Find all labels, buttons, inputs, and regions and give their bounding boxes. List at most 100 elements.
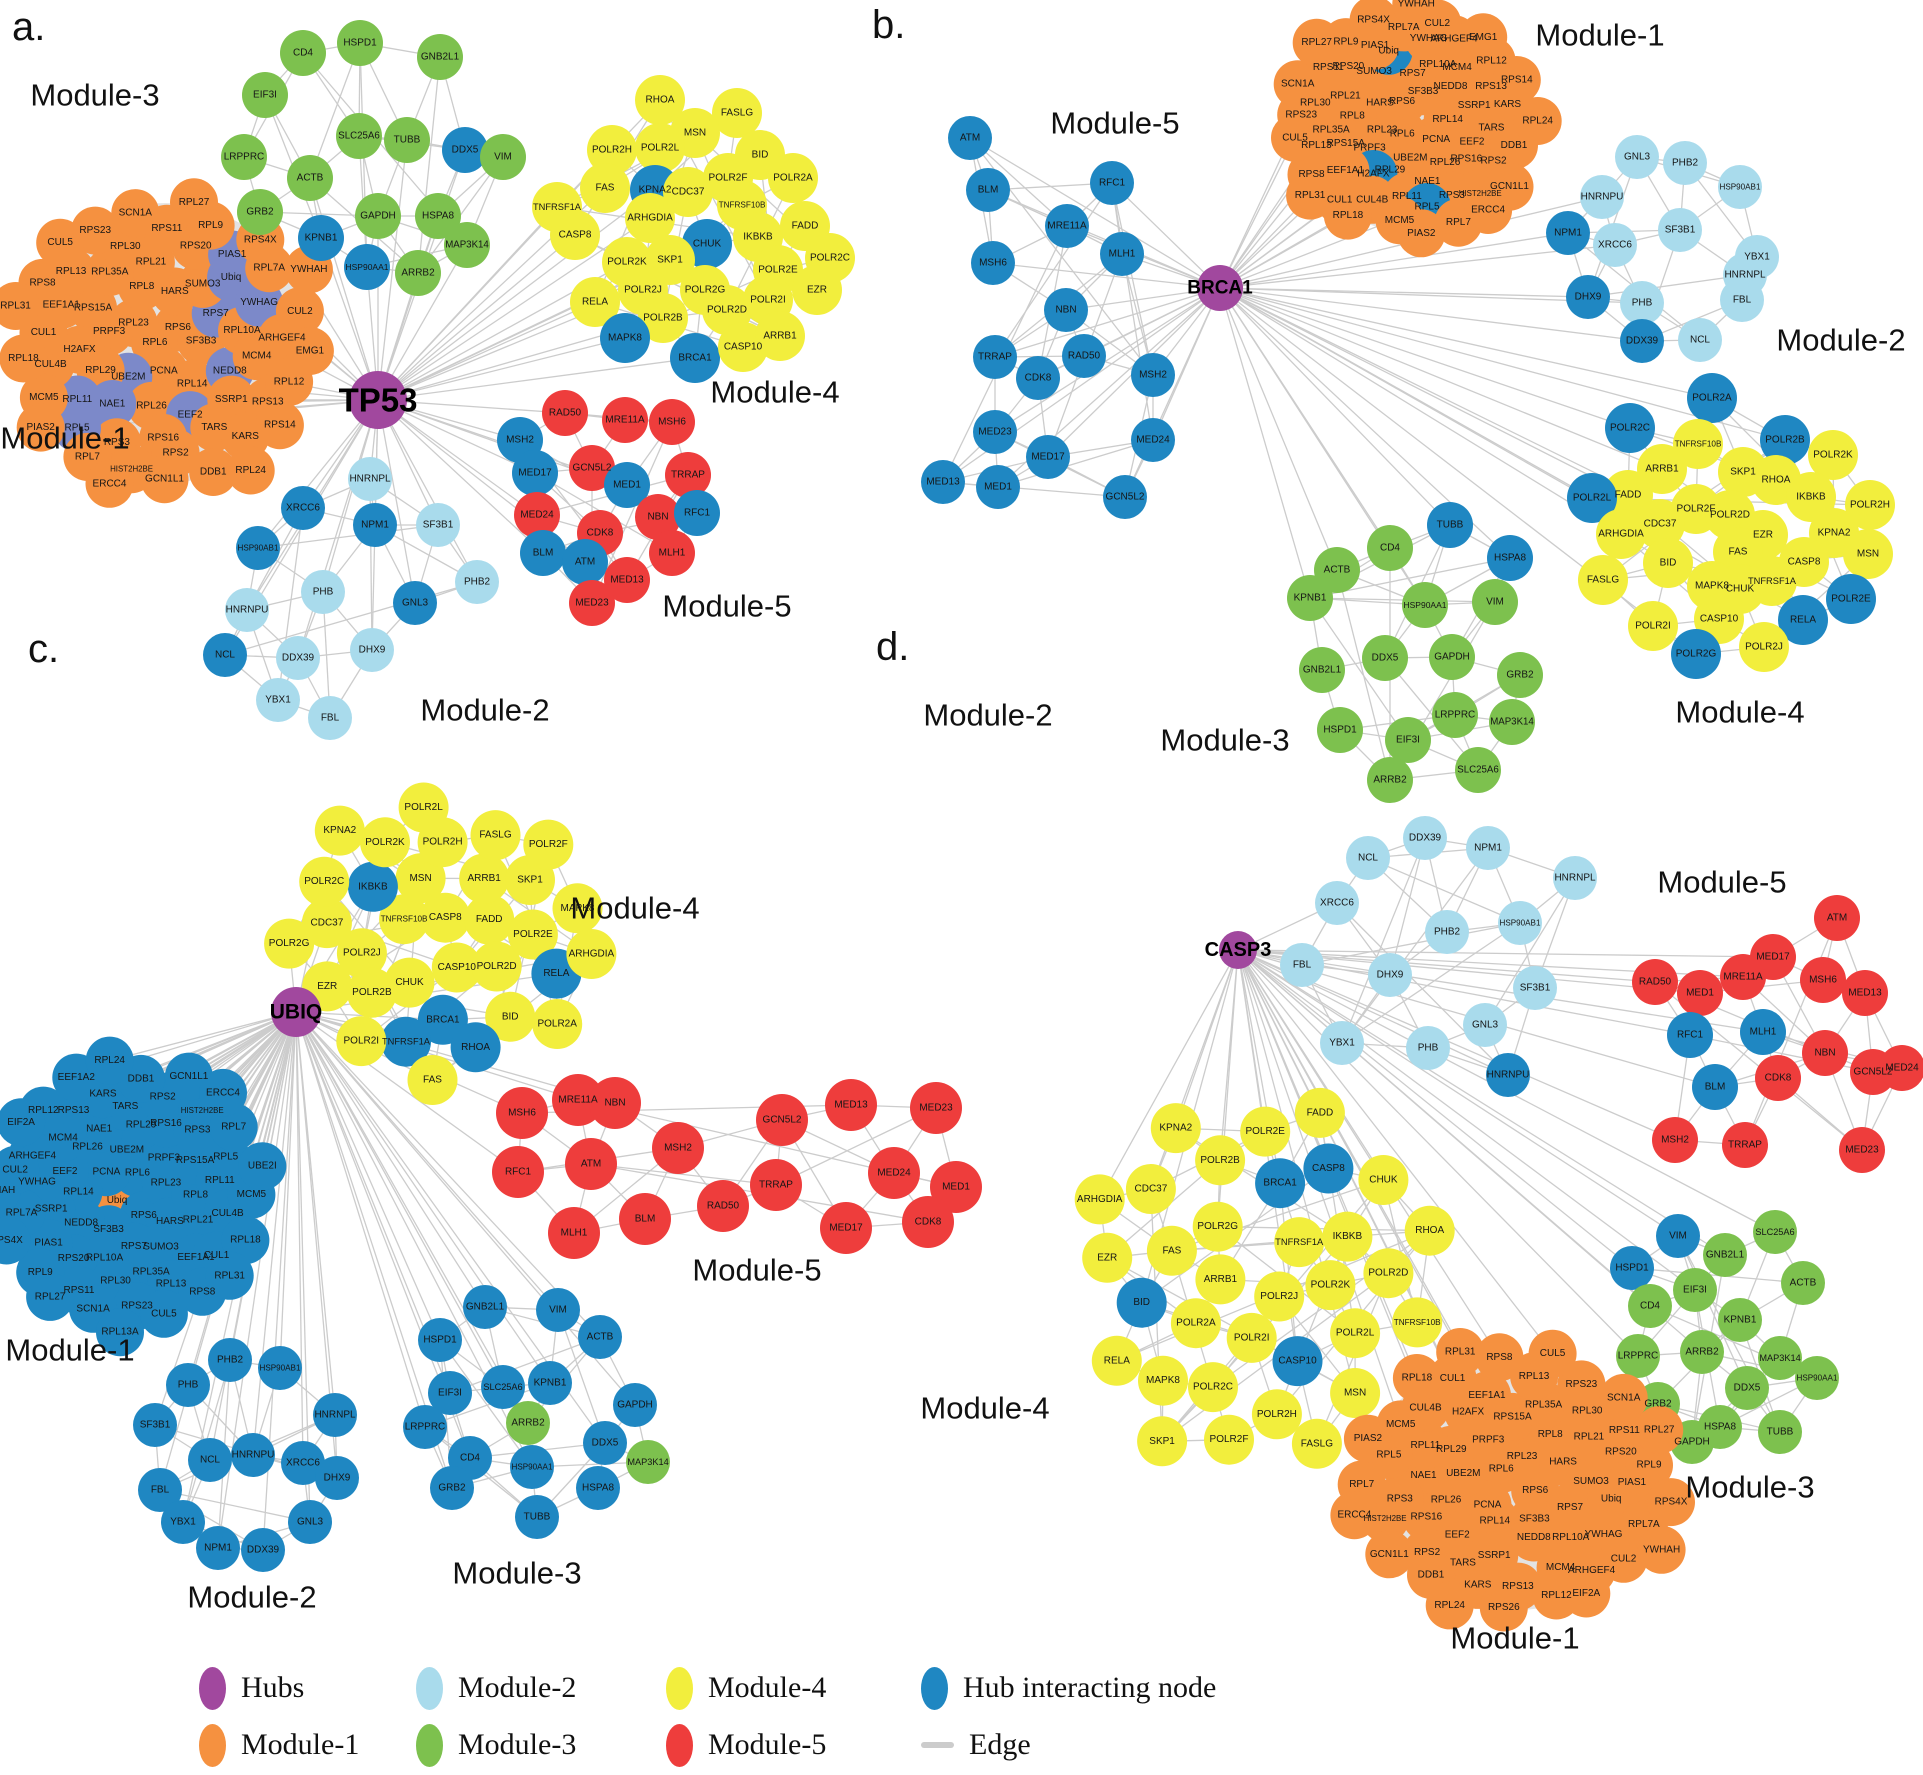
node-MLH1[interactable] [548, 1207, 600, 1259]
node-HSPD1[interactable] [418, 1318, 462, 1362]
node-HNRNPL[interactable] [1553, 856, 1597, 900]
node-CD4[interactable] [1367, 525, 1413, 571]
node-MED23[interactable] [973, 410, 1017, 454]
node-HNRNPU[interactable] [1486, 1053, 1530, 1097]
node-NPM1[interactable] [1466, 826, 1510, 870]
node-RPS4X[interactable] [1647, 1478, 1695, 1527]
node-POLR2E[interactable] [1240, 1106, 1291, 1157]
node-GRB2[interactable] [237, 189, 283, 235]
node-TNFRSF10B[interactable] [1392, 1297, 1443, 1348]
node-EZR[interactable] [792, 265, 842, 315]
node-RPL18[interactable] [0, 334, 48, 383]
node-TNFRSF1A[interactable] [1747, 556, 1797, 606]
node-ARRB1[interactable] [1195, 1254, 1246, 1305]
node-HSP90AA1[interactable] [510, 1445, 554, 1489]
node-TRRAP[interactable] [665, 452, 711, 498]
node-ATM[interactable] [565, 1138, 617, 1190]
node-ARHGDIA[interactable] [625, 193, 675, 243]
node-POLR2K[interactable] [1305, 1260, 1356, 1311]
node-MED13[interactable] [921, 460, 965, 504]
node-FADD[interactable] [1294, 1087, 1345, 1138]
node-TRRAP[interactable] [750, 1159, 802, 1211]
node-MAPK8[interactable] [552, 883, 603, 934]
node-MSH6[interactable] [649, 399, 695, 445]
node-DDX5[interactable] [1362, 635, 1408, 681]
node-POLR2H[interactable] [1251, 1389, 1302, 1440]
node-SLC25A6[interactable] [1753, 1210, 1797, 1254]
node-ACTB[interactable] [1781, 1261, 1825, 1305]
node-GCN5L2[interactable] [1103, 475, 1147, 519]
node-PHB2[interactable] [1663, 141, 1707, 185]
node-RPL24[interactable] [1425, 1581, 1474, 1630]
node-UBE2I[interactable] [238, 1142, 287, 1191]
node-CUL5[interactable] [139, 1289, 188, 1338]
node-RPL31[interactable] [205, 1251, 254, 1300]
node-LRPPRC[interactable] [1432, 692, 1478, 738]
node-MSH2[interactable] [652, 1122, 704, 1174]
node-HNRNPL[interactable] [313, 1393, 357, 1437]
node-POLR2C[interactable] [299, 856, 350, 907]
node-EIF3I[interactable] [1673, 1268, 1717, 1312]
node-RPL27[interactable] [26, 1272, 75, 1321]
node-RPS4X[interactable] [0, 1216, 31, 1265]
node-VIM[interactable] [1472, 579, 1518, 625]
node-PIAS2[interactable] [1343, 1414, 1392, 1463]
node-NCL[interactable] [188, 1438, 232, 1482]
node-FBL[interactable] [1280, 943, 1324, 987]
node-GNB2L1[interactable] [417, 34, 463, 80]
node-GCN1L1[interactable] [1365, 1530, 1414, 1579]
node-POLR2F[interactable] [523, 819, 574, 870]
node-ARRB2[interactable] [506, 1401, 550, 1445]
node-TNFRSF1A[interactable] [381, 1016, 431, 1067]
node-EIF2A[interactable] [1562, 1569, 1611, 1618]
node-KPNA2[interactable] [314, 805, 365, 856]
node-TNFRSF10B[interactable] [1673, 419, 1723, 469]
node-DHX9[interactable] [315, 1456, 359, 1500]
node-CD4[interactable] [280, 30, 326, 76]
node-BID[interactable] [1116, 1277, 1167, 1328]
node-POLR2E[interactable] [507, 909, 558, 960]
node-MED24[interactable] [514, 492, 560, 538]
node-RFC1[interactable] [674, 490, 720, 536]
node-RAD50[interactable] [1062, 334, 1106, 378]
node-MED17[interactable] [512, 450, 558, 496]
node-BID[interactable] [485, 991, 536, 1042]
node-RAD50[interactable] [697, 1180, 749, 1232]
node-RHOA[interactable] [635, 75, 685, 125]
node-POLR2B[interactable] [1195, 1135, 1246, 1186]
node-KPNB1[interactable] [1287, 575, 1333, 621]
node-MSH6[interactable] [971, 241, 1015, 285]
node-PHB[interactable] [301, 570, 345, 614]
node-SF3B1[interactable] [133, 1403, 177, 1447]
node-HSP90AA1[interactable] [1795, 1356, 1839, 1400]
node-XRCC6[interactable] [281, 486, 325, 530]
node-RPL31[interactable] [1436, 1328, 1485, 1376]
node-KPNB1[interactable] [528, 1361, 572, 1405]
node-HSPD1[interactable] [337, 20, 383, 66]
node-DHX9[interactable] [350, 628, 394, 672]
node-MAPK8[interactable] [1138, 1355, 1188, 1406]
node-POLR2B[interactable] [638, 293, 688, 343]
node-RAD50[interactable] [1632, 959, 1678, 1005]
node-NCL[interactable] [1346, 836, 1390, 880]
node-EIF2A[interactable] [0, 1098, 46, 1147]
node-GAPDH[interactable] [613, 1383, 657, 1427]
node-POLR2F[interactable] [1204, 1414, 1254, 1465]
node-POLR2H[interactable] [587, 125, 637, 175]
node-POLR2B[interactable] [1760, 415, 1810, 465]
node-CUL2[interactable] [275, 287, 324, 336]
node-FBL[interactable] [1720, 278, 1764, 322]
node-MED13[interactable] [604, 557, 650, 603]
node-RHOA[interactable] [1404, 1205, 1455, 1256]
node-MSN[interactable] [1330, 1368, 1381, 1418]
node-RELA[interactable] [1091, 1335, 1142, 1386]
node-HSP90AB1[interactable] [1718, 165, 1762, 209]
node-CDK8[interactable] [1755, 1055, 1801, 1101]
node-PIAS2[interactable] [16, 403, 65, 452]
node-YWHAH[interactable] [0, 1166, 21, 1215]
node-FADD[interactable] [464, 894, 515, 945]
node-HSP90AA1[interactable] [1402, 582, 1448, 628]
node-CASP8[interactable] [550, 210, 600, 260]
node-ARRB2[interactable] [1680, 1330, 1724, 1374]
node-RPL27[interactable] [1635, 1406, 1684, 1454]
